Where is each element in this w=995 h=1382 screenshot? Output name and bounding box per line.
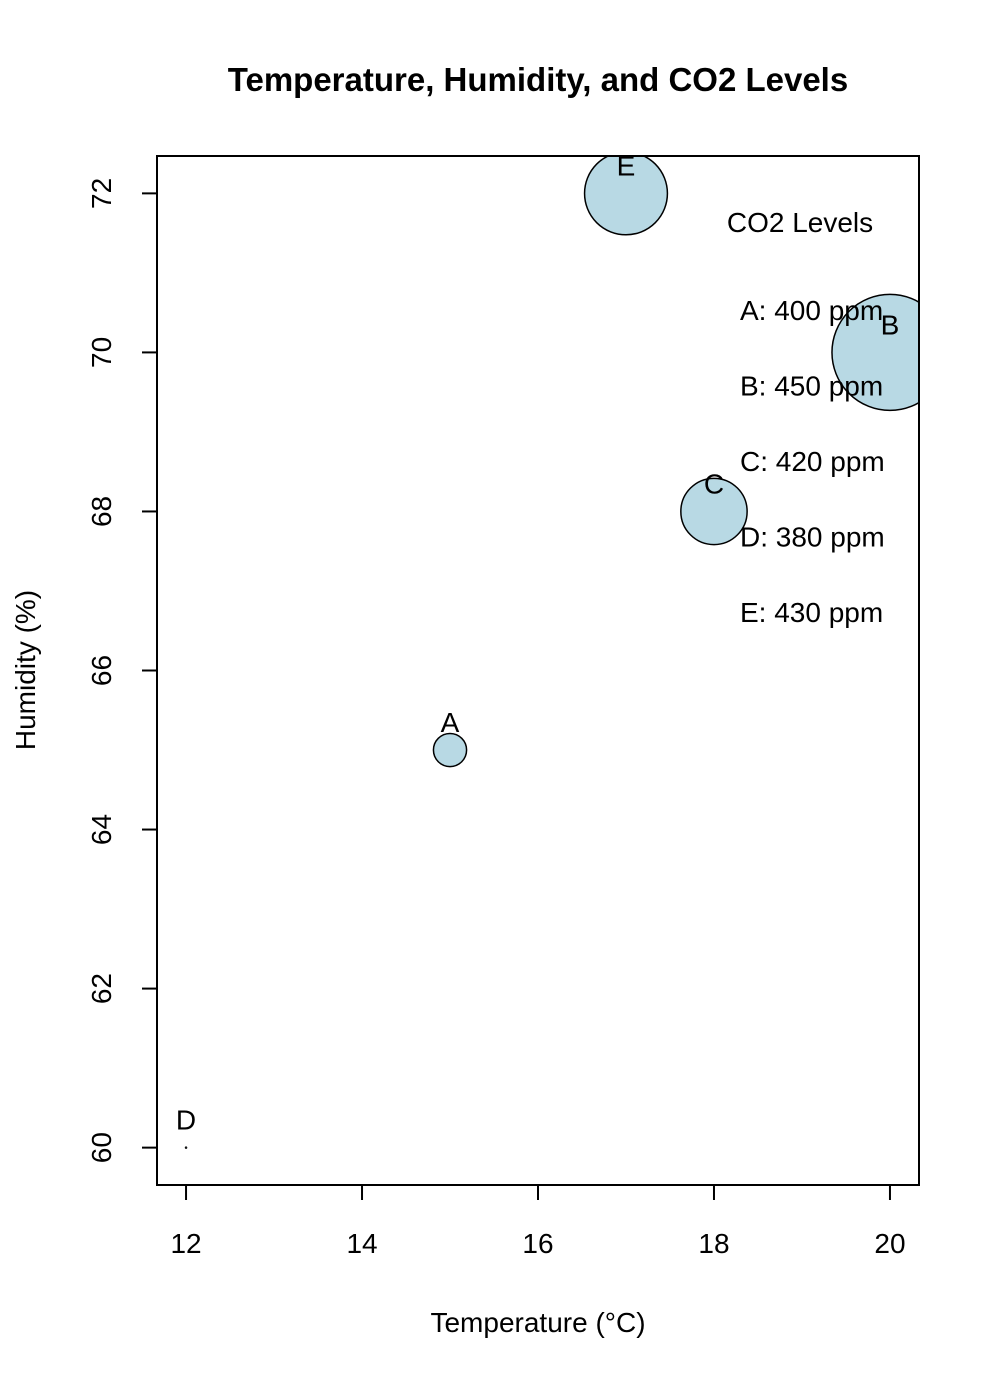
legend-title: CO2 Levels <box>727 207 873 238</box>
x-axis: 12 14 16 18 20 <box>170 1184 906 1259</box>
y-axis-label: Humidity (%) <box>10 590 41 750</box>
legend-entry: E: 430 ppm <box>740 597 883 628</box>
bubble-b <box>831 293 919 412</box>
point-label-a: A <box>441 707 460 738</box>
y-tick-label: 72 <box>86 178 117 209</box>
y-tick-label: 70 <box>86 337 117 368</box>
bubbles-layer <box>184 156 919 1149</box>
point-label-c: C <box>704 468 724 499</box>
y-tick-label: 68 <box>86 496 117 527</box>
x-tick-label: 12 <box>170 1228 201 1259</box>
y-axis: 60 62 64 66 68 70 72 <box>86 178 158 1163</box>
y-tick-label: 62 <box>86 973 117 1004</box>
point-labels-layer: A B C D E <box>176 150 899 1135</box>
bubble-e <box>583 156 669 236</box>
bubble-c <box>680 477 748 546</box>
x-tick-label: 16 <box>522 1228 553 1259</box>
legend-entry: C: 420 ppm <box>740 446 885 477</box>
x-axis-label: Temperature (°C) <box>430 1307 645 1338</box>
x-tick-label: 14 <box>346 1228 377 1259</box>
point-label-e: E <box>617 150 636 181</box>
y-tick-label: 66 <box>86 655 117 686</box>
bubble-d <box>184 1146 188 1149</box>
legend-entry: A: 400 ppm <box>740 295 883 326</box>
legend-entry: D: 380 ppm <box>740 522 885 553</box>
y-tick-label: 60 <box>86 1132 117 1163</box>
x-tick-label: 20 <box>874 1228 905 1259</box>
x-tick-label: 18 <box>698 1228 729 1259</box>
chart-title: Temperature, Humidity, and CO2 Levels <box>228 61 848 98</box>
y-tick-label: 64 <box>86 814 117 845</box>
point-label-d: D <box>176 1105 196 1136</box>
bubble-a <box>432 732 468 768</box>
legend-entry: B: 450 ppm <box>740 371 883 402</box>
legend: CO2 Levels A: 400 ppm B: 450 ppm C: 420 pp… <box>727 207 885 628</box>
point-label-b: B <box>881 309 900 340</box>
